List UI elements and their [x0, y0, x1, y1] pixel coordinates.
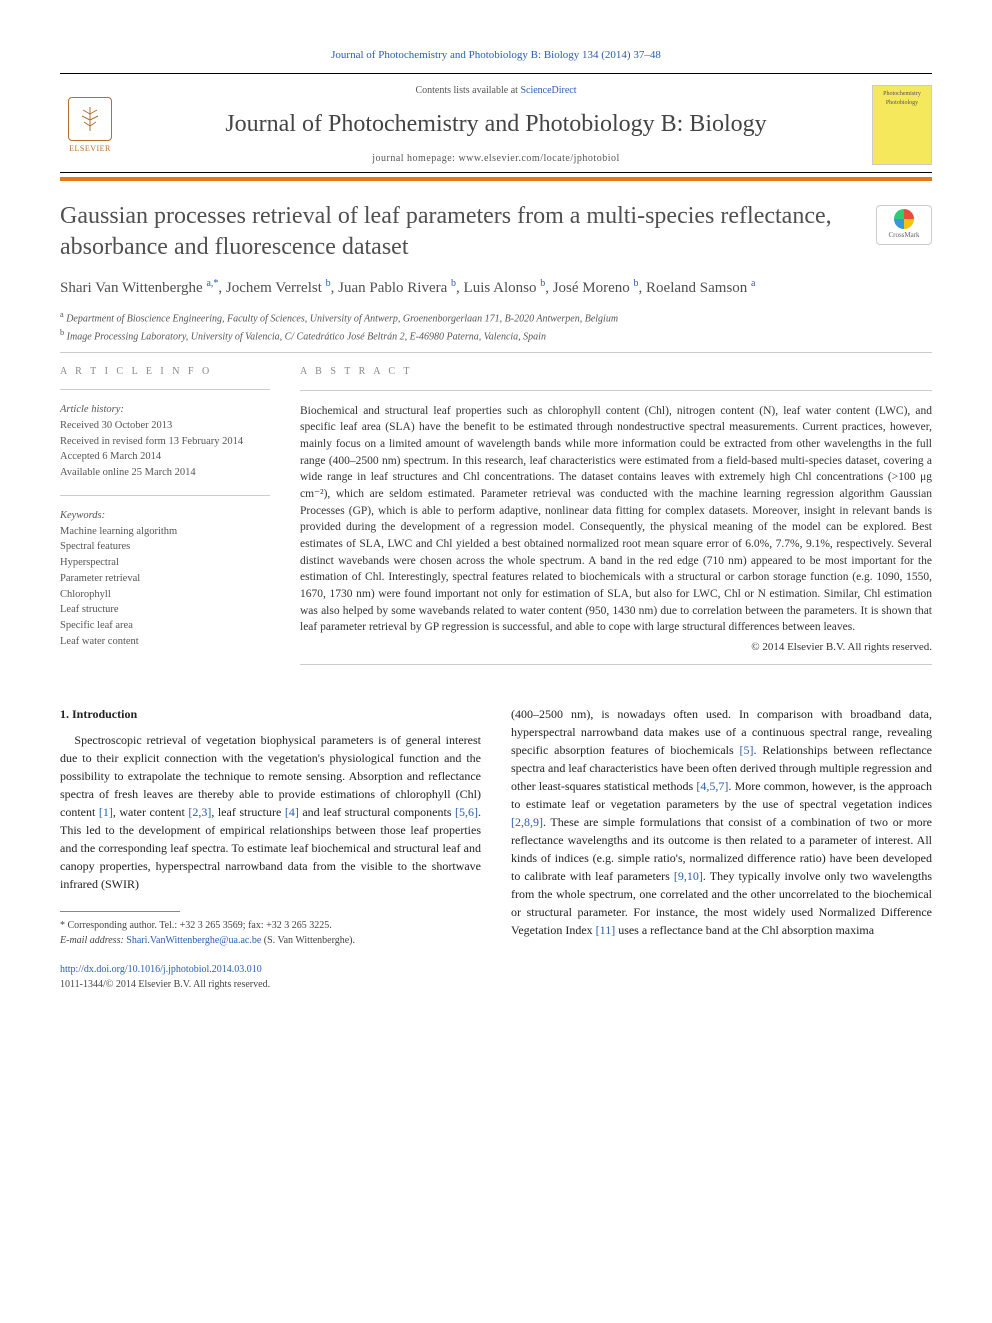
- history-item: Available online 25 March 2014: [60, 467, 196, 478]
- abstract-heading: A B S T R A C T: [300, 365, 932, 380]
- author: Jochem Verrelst b: [226, 280, 331, 296]
- journal-name: Journal of Photochemistry and Photobiolo…: [132, 108, 860, 142]
- author: Juan Pablo Rivera b: [338, 280, 456, 296]
- history-item: Accepted 6 March 2014: [60, 451, 161, 462]
- body-two-column: 1. Introduction Spectroscopic retrieval …: [60, 705, 932, 948]
- abstract-copyright: © 2014 Elsevier B.V. All rights reserved…: [300, 640, 932, 656]
- rule-above-info: [60, 352, 932, 353]
- history-item: Received 30 October 2013: [60, 420, 172, 431]
- author: Luis Alonso b: [464, 280, 546, 296]
- affiliation-a: a Department of Bioscience Engineering, …: [60, 309, 932, 326]
- orange-rule: [60, 177, 932, 181]
- body-paragraph: (400–2500 nm), is nowadays often used. I…: [511, 705, 932, 939]
- contents-available-line: Contents lists available at ScienceDirec…: [132, 84, 860, 98]
- section-heading-intro: 1. Introduction: [60, 705, 481, 723]
- doi-link[interactable]: http://dx.doi.org/10.1016/j.jphotobiol.2…: [60, 964, 262, 975]
- history-item: Received in revised form 13 February 201…: [60, 436, 243, 447]
- article-title: Gaussian processes retrieval of leaf par…: [60, 201, 866, 263]
- abstract-text: Biochemical and structural leaf properti…: [300, 403, 932, 636]
- elsevier-label: ELSEVIER: [69, 143, 111, 154]
- keyword: Machine learning algorithm: [60, 526, 177, 537]
- author: Roeland Samson a: [646, 280, 755, 296]
- keywords-block: Keywords: Machine learning algorithm Spe…: [60, 508, 270, 650]
- keyword: Leaf structure: [60, 604, 119, 615]
- abstract-column: A B S T R A C T Biochemical and structur…: [300, 365, 932, 677]
- elsevier-tree-icon: [68, 97, 112, 141]
- keyword: Hyperspectral: [60, 557, 119, 568]
- elsevier-logo: ELSEVIER: [60, 90, 120, 160]
- keywords-label: Keywords:: [60, 510, 105, 521]
- footnote-email-suffix: (S. Van Wittenberghe).: [261, 935, 355, 946]
- article-info-heading: A R T I C L E I N F O: [60, 365, 270, 379]
- crossmark-icon: [894, 209, 914, 229]
- contents-prefix: Contents lists available at: [415, 85, 520, 96]
- journal-homepage-line: journal homepage: www.elsevier.com/locat…: [132, 152, 860, 166]
- article-info-column: A R T I C L E I N F O Article history: R…: [60, 365, 270, 677]
- history-label: Article history:: [60, 404, 124, 415]
- crossmark-label: CrossMark: [888, 231, 919, 241]
- body-paragraph: Spectroscopic retrieval of vegetation bi…: [60, 731, 481, 893]
- keyword: Parameter retrieval: [60, 573, 140, 584]
- cover-label-2: Photobiology: [886, 99, 918, 107]
- affiliation-b: b Image Processing Laboratory, Universit…: [60, 327, 932, 344]
- sciencedirect-link[interactable]: ScienceDirect: [520, 85, 576, 96]
- journal-header: ELSEVIER Contents lists available at Sci…: [60, 74, 932, 172]
- footnote-email-label: E-mail address:: [60, 935, 126, 946]
- footer-block: http://dx.doi.org/10.1016/j.jphotobiol.2…: [60, 962, 932, 992]
- footnote-tel: * Corresponding author. Tel.: +32 3 265 …: [60, 918, 481, 933]
- cover-label-1: Photochemistry: [883, 90, 921, 98]
- author-list: Shari Van Wittenberghe a,*, Jochem Verre…: [60, 277, 932, 299]
- crossmark-badge[interactable]: CrossMark: [876, 205, 932, 245]
- top-citation: Journal of Photochemistry and Photobiolo…: [60, 48, 932, 63]
- rule-under-header: [60, 172, 932, 173]
- footnote-email-link[interactable]: Shari.VanWittenberghe@ua.ac.be: [126, 935, 261, 946]
- keyword: Spectral features: [60, 541, 130, 552]
- issn-copyright: 1011-1344/© 2014 Elsevier B.V. All right…: [60, 979, 270, 990]
- article-history: Article history: Received 30 October 201…: [60, 402, 270, 481]
- keyword: Leaf water content: [60, 636, 139, 647]
- author: José Moreno b: [553, 280, 639, 296]
- corresponding-author-footnote: * Corresponding author. Tel.: +32 3 265 …: [60, 918, 481, 948]
- homepage-prefix: journal homepage:: [372, 153, 458, 164]
- journal-cover-thumbnail: Photochemistry Photobiology: [872, 85, 932, 165]
- keyword: Specific leaf area: [60, 620, 133, 631]
- homepage-url[interactable]: www.elsevier.com/locate/jphotobiol: [458, 153, 619, 164]
- author: Shari Van Wittenberghe a,*: [60, 280, 218, 296]
- footnote-separator: [60, 911, 180, 912]
- keyword: Chlorophyll: [60, 589, 111, 600]
- affiliations: a Department of Bioscience Engineering, …: [60, 309, 932, 344]
